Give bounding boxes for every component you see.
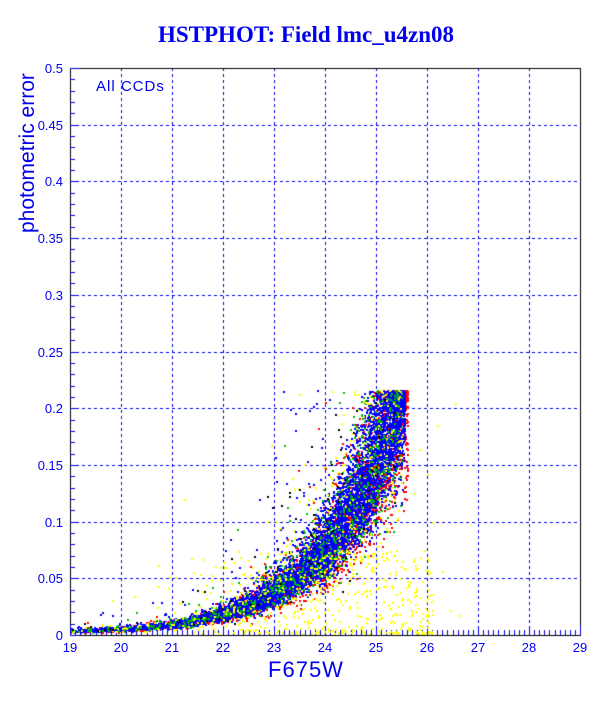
y-tick-label: 0.2 [44,401,63,416]
x-tick-label: 29 [572,640,588,655]
y-tick-label: 0.1 [44,515,63,530]
y-tick-label: 0.15 [37,458,63,473]
x-tick-label: 27 [470,640,486,655]
y-tick-label: 0.35 [37,231,63,246]
y-tick-label: 0.25 [37,345,63,360]
legend-all-ccds: All CCDs [96,78,165,95]
x-tick-label: 24 [317,640,333,655]
y-tick-label: 0.5 [44,61,63,76]
x-axis-label: F675W [268,657,344,682]
x-tick-label: 28 [521,640,537,655]
x-tick-label: 20 [113,640,129,655]
y-tick-label: 0 [55,628,63,643]
y-tick-label: 0.4 [44,174,63,189]
y-tick-label: 0.45 [37,118,63,133]
x-tick-label: 21 [164,640,180,655]
x-tick-label: 19 [62,640,78,655]
x-tick-label: 22 [215,640,231,655]
y-tick-label: 0.3 [44,288,63,303]
y-axis-label: photometric error [16,73,39,233]
x-tick-label: 26 [419,640,435,655]
y-tick-label: 0.05 [37,571,63,586]
x-tick-label: 25 [368,640,384,655]
x-tick-label: 23 [266,640,282,655]
